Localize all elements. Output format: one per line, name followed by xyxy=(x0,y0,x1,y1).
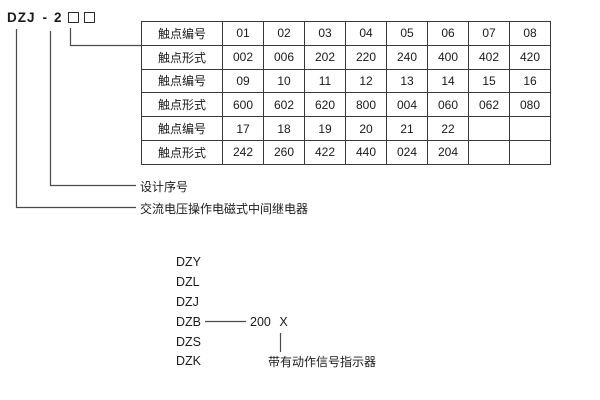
contact-spec-table: 触点编号 01 02 03 04 05 06 07 08 触点形式 002 00… xyxy=(141,21,551,165)
table-row: 触点形式 242 260 422 440 024 204 xyxy=(141,139,551,165)
value-cell: 21 xyxy=(386,116,428,141)
value-cell: 20 xyxy=(345,116,387,141)
value-cell: 202 xyxy=(304,44,346,70)
value-cell: 400 xyxy=(427,44,469,70)
value-cell: 402 xyxy=(468,44,510,70)
value-cell: 004 xyxy=(386,92,428,118)
leader-line-design-serial xyxy=(49,31,136,187)
value-cell: 09 xyxy=(222,68,264,94)
value-cell: 800 xyxy=(345,92,387,118)
value-cell: 06 xyxy=(427,21,469,46)
value-cell: 062 xyxy=(468,92,510,118)
value-cell: 440 xyxy=(345,139,387,165)
value-cell: 422 xyxy=(304,139,346,165)
value-cell: 16 xyxy=(509,68,551,94)
value-cell: 02 xyxy=(263,21,305,46)
value-cell: 11 xyxy=(304,68,346,94)
value-cell: 08 xyxy=(509,21,551,46)
value-cell: 600 xyxy=(222,92,264,118)
value-cell: 002 xyxy=(222,44,264,70)
value-cell xyxy=(468,139,510,165)
value-cell: 620 xyxy=(304,92,346,118)
design-serial-label: 设计序号 xyxy=(140,180,189,194)
value-cell: 024 xyxy=(386,139,428,165)
value-cell: 01 xyxy=(222,21,264,46)
value-cell: 242 xyxy=(222,139,264,165)
table-row: 触点编号 01 02 03 04 05 06 07 08 xyxy=(141,21,551,46)
contact-code-box-1 xyxy=(67,11,79,23)
value-cell: 04 xyxy=(345,21,387,46)
contact-code-box-2 xyxy=(83,11,95,23)
row-label-cell: 触点编号 xyxy=(141,68,223,94)
value-cell: 15 xyxy=(468,68,510,94)
model-list-item-dzk: DZK xyxy=(176,354,201,369)
value-cell: 006 xyxy=(263,44,305,70)
value-cell: 19 xyxy=(304,116,346,141)
model-prefix: DZJ xyxy=(7,9,36,25)
row-label-cell: 触点形式 xyxy=(141,44,223,70)
model-list-item-dzy: DZY xyxy=(176,255,201,269)
row-label-cell: 触点编号 xyxy=(141,21,223,46)
value-cell: 03 xyxy=(304,21,346,46)
row-label-cell: 触点编号 xyxy=(141,116,223,141)
leader-line-relay-description xyxy=(15,29,136,209)
value-cell: 080 xyxy=(509,92,551,118)
indicator-note-label: 带有动作信号指示器 xyxy=(268,355,377,369)
value-cell xyxy=(509,139,551,165)
value-cell: 12 xyxy=(345,68,387,94)
table-row: 触点形式 600 602 620 800 004 060 062 080 xyxy=(141,92,551,118)
table-row: 触点编号 17 18 19 20 21 22 xyxy=(141,116,551,141)
model-list-item-dzs: DZS xyxy=(176,334,201,349)
model-list-item-dzb: DZB xyxy=(176,314,201,329)
value-cell: 260 xyxy=(263,139,305,165)
value-cell: 240 xyxy=(386,44,428,70)
value-cell: 204 xyxy=(427,139,469,165)
value-cell: 220 xyxy=(345,44,387,70)
row-label-cell: 触点形式 xyxy=(141,139,223,165)
model-list-item-dzl: DZL xyxy=(176,274,200,289)
value-cell: 22 xyxy=(427,116,469,141)
model-list-item-dzj: DZJ xyxy=(176,294,199,309)
relay-model-list: DZY DZL DZJ DZB DZS DZK xyxy=(176,253,201,372)
leader-line-contact-code xyxy=(69,28,141,47)
value-cell xyxy=(509,116,551,141)
value-cell: 14 xyxy=(427,68,469,94)
value-cell: 05 xyxy=(386,21,428,46)
value-cell: 07 xyxy=(468,21,510,46)
model-code: DZJ - 2 xyxy=(7,9,95,25)
row-label-cell: 触点形式 xyxy=(141,92,223,118)
model-serial: 2 xyxy=(54,9,63,25)
value-cell: 17 xyxy=(222,116,264,141)
relay-description-label: 交流电压操作电磁式中间继电器 xyxy=(140,202,309,216)
value-cell: 060 xyxy=(427,92,469,118)
model-dash: - xyxy=(42,9,49,25)
value-cell: 18 xyxy=(263,116,305,141)
value-cell: 13 xyxy=(386,68,428,94)
table-row: 触点形式 002 006 202 220 240 400 402 420 xyxy=(141,44,551,70)
value-cell xyxy=(468,116,510,141)
table-row: 触点编号 09 10 11 12 13 14 15 16 xyxy=(141,68,551,94)
value-cell: 420 xyxy=(509,44,551,70)
dzb-connector-value: 200 X xyxy=(250,315,288,329)
value-cell: 602 xyxy=(263,92,305,118)
value-cell: 10 xyxy=(263,68,305,94)
